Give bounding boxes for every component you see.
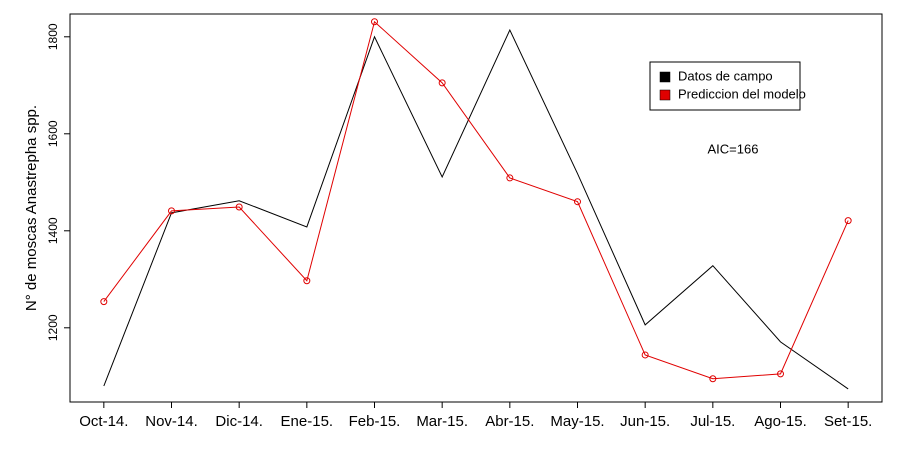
point xyxy=(709,375,717,383)
point xyxy=(438,79,446,87)
y-axis-label: N° de moscas Anastrepha spp. xyxy=(23,105,40,311)
series-line xyxy=(103,20,849,380)
point xyxy=(777,370,784,378)
x-tick-label: Feb-15. xyxy=(349,413,401,430)
point xyxy=(641,351,649,359)
plot-frame xyxy=(69,13,883,403)
x-tick-label: Oct-14. xyxy=(79,413,128,430)
legend-swatch xyxy=(659,89,671,101)
y-tick-label: 1800 xyxy=(46,23,60,50)
x-tick-label: Nov-14. xyxy=(145,413,198,430)
x-tick-label: Jun-15. xyxy=(620,413,670,430)
series-line xyxy=(103,28,849,390)
x-tick-label: Set-15. xyxy=(824,413,872,430)
point xyxy=(371,18,378,26)
point xyxy=(574,198,581,206)
legend-swatch xyxy=(659,71,671,83)
y-tick-label: 1400 xyxy=(46,217,60,244)
x-tick-label: Jul-15. xyxy=(690,413,735,430)
legend-box xyxy=(649,61,801,111)
point xyxy=(506,174,514,182)
annotation: AIC=166 xyxy=(708,141,759,156)
x-tick-label: Dic-14. xyxy=(215,413,263,430)
legend-label: Prediccion del modelo xyxy=(678,86,806,101)
point xyxy=(303,277,311,285)
x-tick-label: Abr-15. xyxy=(485,413,534,430)
y-tick-label: 1200 xyxy=(46,314,60,341)
x-tick-label: Ene-15. xyxy=(281,413,334,430)
legend-label: Datos de campo xyxy=(678,68,773,83)
point xyxy=(844,217,852,225)
x-tick-label: Mar-15. xyxy=(416,413,468,430)
x-tick-label: May-15. xyxy=(550,413,604,430)
point xyxy=(235,203,243,211)
y-tick-label: 1600 xyxy=(46,120,60,147)
point xyxy=(168,207,175,215)
point xyxy=(100,298,108,306)
x-tick-label: Ago-15. xyxy=(754,413,807,430)
